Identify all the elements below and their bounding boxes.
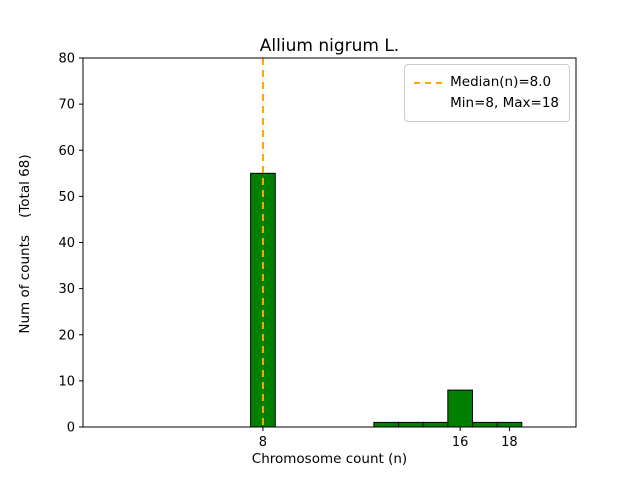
y-tick-label: 70	[58, 98, 75, 113]
y-tick-label: 60	[58, 144, 75, 159]
legend-entry-minmax: Min=8, Max=18	[414, 93, 559, 114]
y-tick-label: 40	[58, 236, 75, 251]
bar-n-13	[373, 421, 400, 428]
legend-minmax-label: Min=8, Max=18	[450, 95, 559, 111]
y-axis-label: Num of counts (Total 68)	[17, 154, 33, 334]
x-tick-label: 8	[259, 435, 267, 450]
empty-swatch	[414, 103, 442, 105]
y-tick-label: 30	[58, 282, 75, 297]
legend-median-label: Median(n)=8.0	[450, 74, 552, 90]
bar-n-16	[447, 389, 473, 428]
y-tick-label: 0	[67, 421, 75, 436]
y-tick-label: 10	[58, 374, 75, 389]
y-tick-label: 80	[58, 52, 75, 67]
y-tick-label: 50	[58, 190, 75, 205]
bar-n-17	[471, 421, 498, 428]
x-axis-label: Chromosome count (n)	[251, 451, 408, 467]
x-tick-label: 18	[501, 435, 518, 450]
chart-title: Allium nigrum L.	[259, 36, 400, 56]
bar-n-15	[422, 421, 449, 428]
median-dashed-line-swatch	[414, 81, 443, 84]
legend-entry-median: Median(n)=8.0	[414, 72, 559, 93]
bar-n-18	[496, 421, 523, 428]
x-tick-label: 16	[452, 435, 469, 450]
y-tick-label: 20	[58, 328, 75, 343]
legend: Median(n)=8.0 Min=8, Max=18	[404, 64, 570, 122]
bar-n-14	[398, 421, 424, 428]
